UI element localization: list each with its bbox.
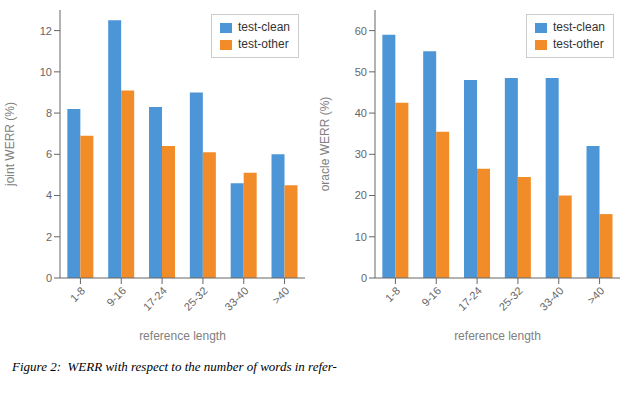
svg-text:>40: >40: [270, 284, 292, 306]
svg-text:oracle WERR (%): oracle WERR (%): [318, 97, 332, 192]
svg-text:8: 8: [46, 107, 52, 119]
svg-text:1-8: 1-8: [383, 284, 403, 304]
svg-text:6: 6: [46, 148, 52, 160]
svg-text:0: 0: [46, 272, 52, 284]
svg-text:1-8: 1-8: [68, 284, 88, 304]
html-text:test-other: test-other: [238, 37, 289, 51]
svg-text:reference length: reference length: [139, 329, 226, 343]
svg-text:joint WERR (%): joint WERR (%): [8, 102, 17, 187]
svg-text:>40: >40: [585, 284, 607, 306]
html-text:test-clean: test-clean: [238, 20, 290, 34]
svg-text:4: 4: [46, 189, 52, 201]
svg-text:reference length: reference length: [454, 329, 541, 343]
svg-text:40: 40: [355, 107, 367, 119]
svg-text:25-32: 25-32: [496, 284, 524, 312]
svg-text:2: 2: [46, 231, 52, 243]
svg-text:33-40: 33-40: [537, 284, 565, 312]
svg-text:30: 30: [355, 148, 367, 160]
svg-text:25-32: 25-32: [181, 284, 209, 312]
svg-text:9-16: 9-16: [419, 284, 443, 308]
svg-text:10: 10: [355, 231, 367, 243]
svg-text:0: 0: [361, 272, 367, 284]
svg-text:17-24: 17-24: [456, 284, 484, 312]
svg-text:50: 50: [355, 66, 367, 78]
svg-text:10: 10: [40, 66, 52, 78]
html-text:test-clean: test-clean: [553, 20, 605, 34]
svg-text:12: 12: [40, 25, 52, 37]
svg-text:60: 60: [355, 25, 367, 37]
html-text:test-other: test-other: [553, 37, 604, 51]
svg-text:33-40: 33-40: [222, 284, 250, 312]
svg-text:20: 20: [355, 189, 367, 201]
svg-text:17-24: 17-24: [141, 284, 169, 312]
svg-text:9-16: 9-16: [104, 284, 128, 308]
html-text:Figure 2: WERR with respect to: Figure 2: WERR with respect to the numbe…: [12, 359, 337, 374]
